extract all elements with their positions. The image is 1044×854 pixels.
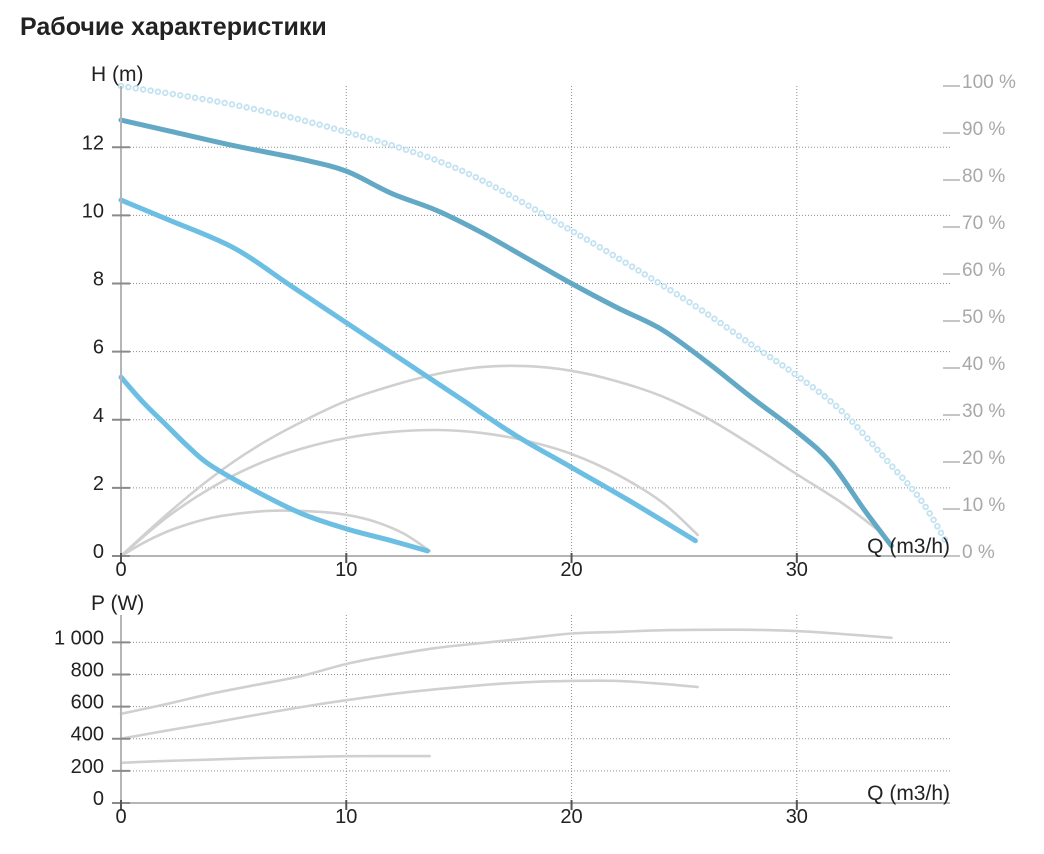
x-tick-label: 0 bbox=[115, 806, 126, 828]
power-chart: 0 200 400 600 800 1 000 0 10 20 30 P (W) Q (m3/h) bbox=[54, 592, 950, 828]
y2-tick-label: 90 % bbox=[962, 119, 1005, 140]
efficiency-curve-3 bbox=[119, 509, 431, 558]
head-curve-1-rings bbox=[117, 82, 949, 544]
x-tick-label: 20 bbox=[560, 806, 582, 828]
efficiency-curve-1 bbox=[119, 364, 880, 558]
y-tick-label: 0 bbox=[93, 541, 104, 563]
y2-tick-label: 100 % bbox=[962, 72, 1016, 93]
y2-tick-label: 80 % bbox=[962, 166, 1005, 187]
y-tick-label: 2 bbox=[93, 473, 104, 495]
y-tick-label: 8 bbox=[93, 269, 104, 291]
x-axis-title: Q (m3/h) bbox=[867, 535, 950, 558]
y-tick-label: 800 bbox=[71, 659, 104, 681]
y2-tick-label: 60 % bbox=[962, 260, 1005, 281]
y2-tick-label: 40 % bbox=[962, 354, 1005, 375]
y-tick-label: 4 bbox=[93, 405, 104, 427]
y-axis-title: H (m) bbox=[91, 63, 143, 86]
y2-tick-label: 30 % bbox=[962, 401, 1005, 422]
y2-tick-label: 50 % bbox=[962, 307, 1005, 328]
y-tick-label: 1 000 bbox=[54, 627, 104, 649]
x-tick-label: 30 bbox=[786, 559, 808, 581]
efficiency-curve-2 bbox=[119, 428, 699, 558]
y2-tick-label: 0 % bbox=[962, 542, 995, 563]
y-tick-label: 12 bbox=[82, 132, 104, 154]
y2-tick-label: 20 % bbox=[962, 448, 1005, 469]
power-curve-2 bbox=[119, 679, 699, 740]
x-tick-label: 10 bbox=[335, 559, 357, 581]
y-tick-label: 6 bbox=[93, 337, 104, 359]
head-curve-1-ring-centers bbox=[119, 84, 947, 543]
y-tick-label: 400 bbox=[71, 724, 104, 746]
x-tick-label: 10 bbox=[335, 806, 357, 828]
head-curve-4 bbox=[118, 374, 430, 554]
y-tick-label: 10 bbox=[82, 200, 104, 222]
head-curve-3 bbox=[118, 197, 698, 544]
x-tick-label: 0 bbox=[115, 559, 126, 581]
power-curve-1 bbox=[119, 628, 893, 716]
y2-tick-label: 70 % bbox=[962, 213, 1005, 234]
y-tick-label: 600 bbox=[71, 692, 104, 714]
y2-tick-label: 10 % bbox=[962, 495, 1005, 516]
x-tick-label: 30 bbox=[786, 806, 808, 828]
y-axis-title: P (W) bbox=[91, 592, 144, 615]
y-tick-label: 200 bbox=[71, 756, 104, 778]
page-title: Рабочие характеристики bbox=[20, 13, 327, 41]
x-axis-title: Q (m3/h) bbox=[867, 782, 950, 805]
head-chart: 0 2 4 6 8 10 12 0 10 20 30 0 % 10 % 20 % 30 % 40 % 50 % 6… bbox=[82, 63, 1016, 581]
y-tick-label: 0 bbox=[93, 788, 104, 810]
power-curve-3 bbox=[119, 754, 431, 765]
head-curve-2 bbox=[118, 117, 894, 549]
x-tick-label: 20 bbox=[560, 559, 582, 581]
